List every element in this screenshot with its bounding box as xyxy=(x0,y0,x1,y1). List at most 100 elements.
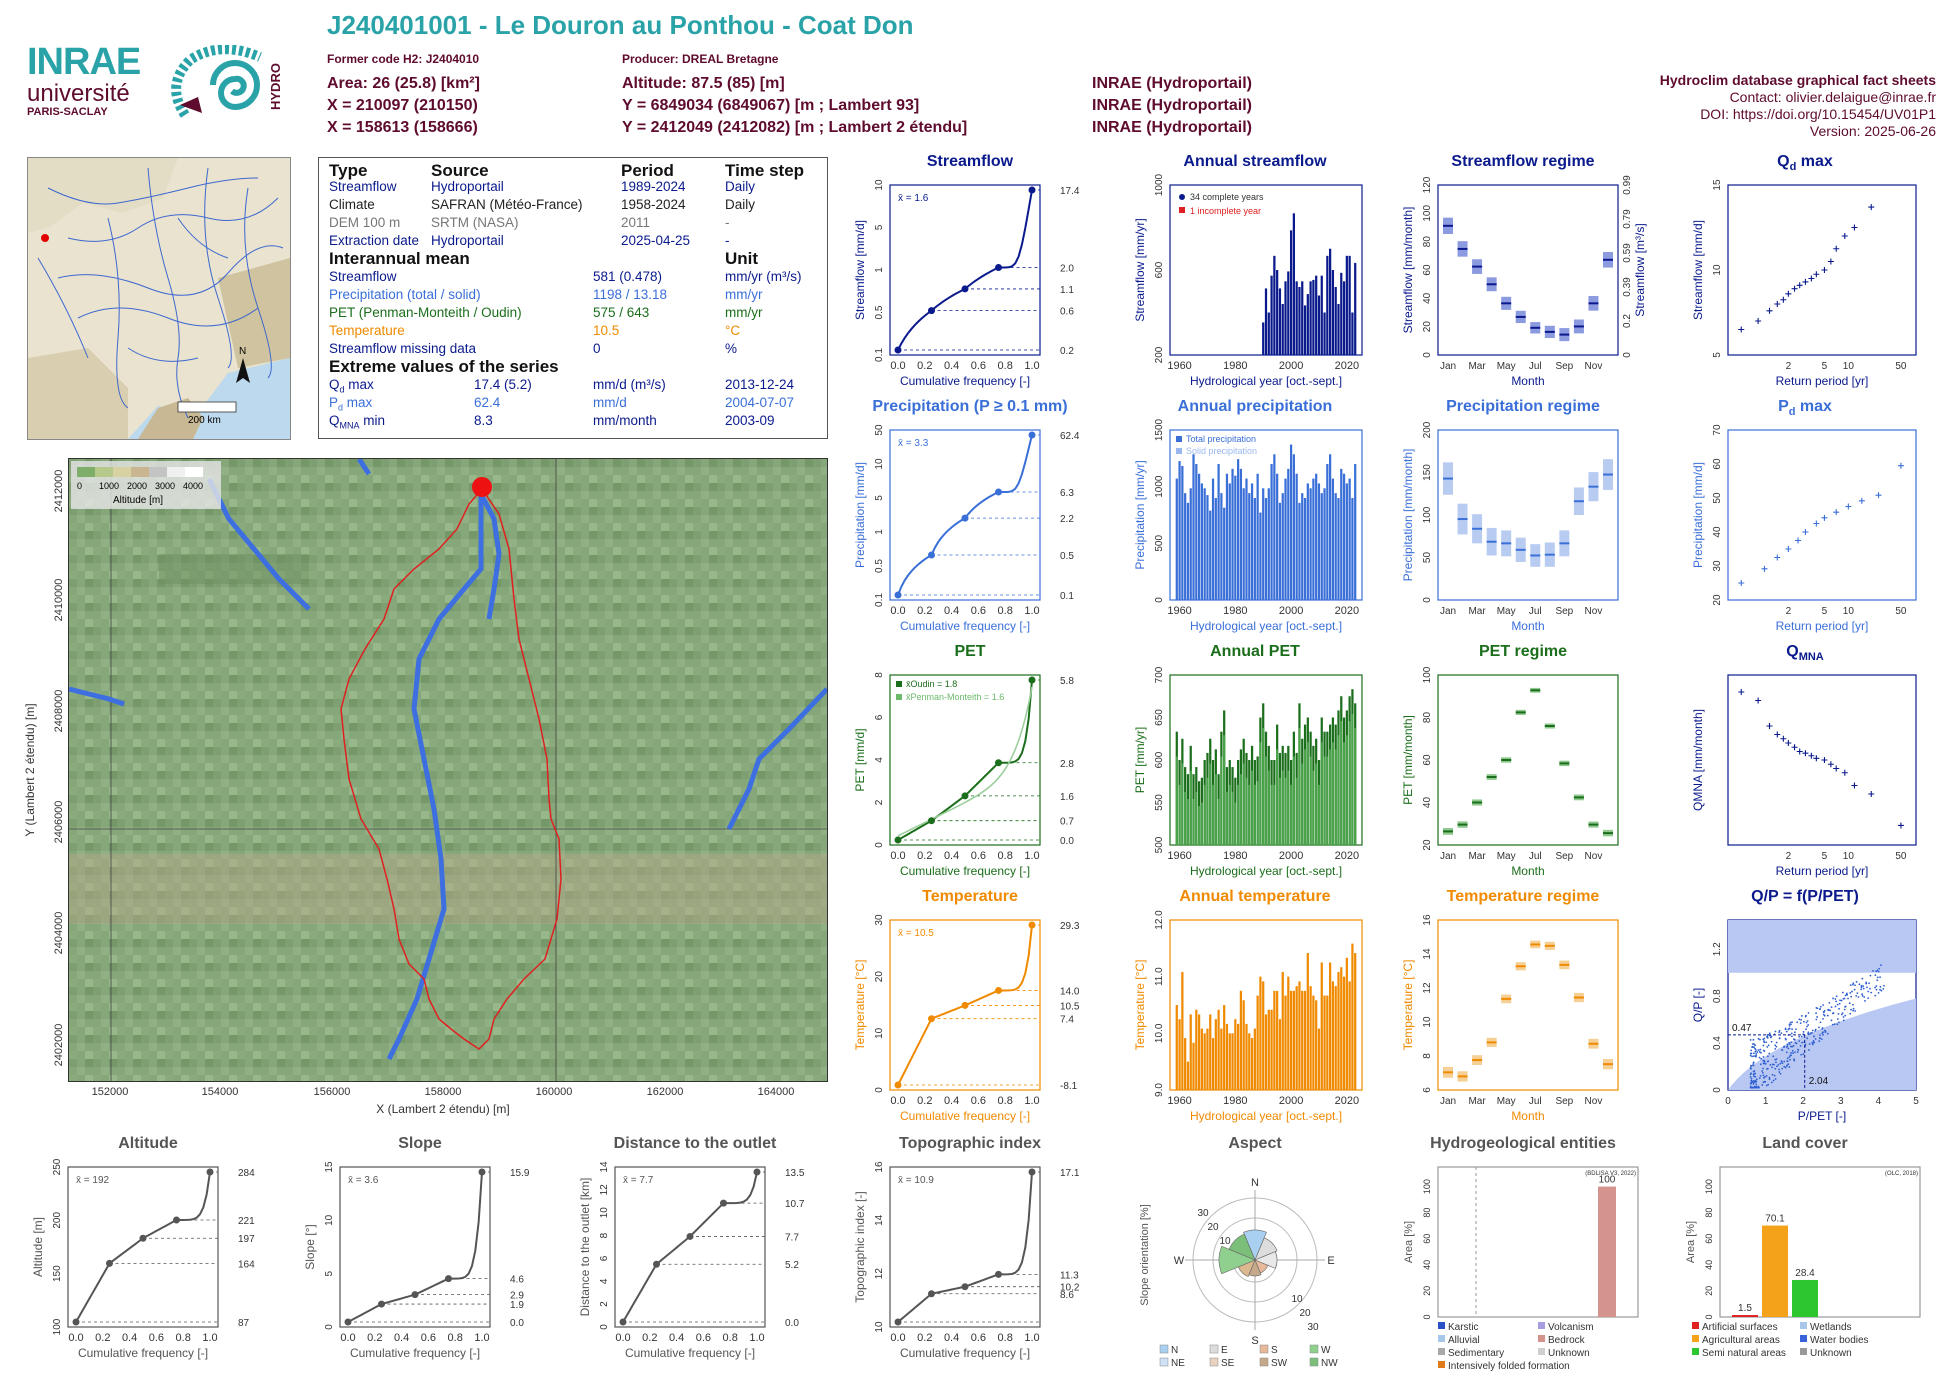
src-period-2: 1958-2024 xyxy=(621,197,686,212)
map-ytick-4: 2410000 xyxy=(53,579,65,622)
qp-point xyxy=(1863,996,1866,998)
xtick: 0.4 xyxy=(944,850,959,862)
qp-point xyxy=(1843,997,1846,1000)
legend-solid-icon xyxy=(1176,448,1182,454)
annual-bar-pm xyxy=(1345,735,1348,845)
xtick: 10 xyxy=(1843,361,1855,372)
qp-point xyxy=(1835,995,1838,998)
ext-unit-2: mm/d xyxy=(593,395,627,410)
version: Version: 2025-06-26 xyxy=(1809,123,1936,139)
return-point xyxy=(1780,296,1787,303)
qp-point xyxy=(1841,991,1844,994)
outlet-marker xyxy=(472,477,492,497)
annual-bar xyxy=(1239,468,1243,600)
hydrogeo-legend: Alluvial xyxy=(1448,1335,1480,1346)
annual-bar xyxy=(1264,498,1268,600)
ring-30: 30 xyxy=(1197,1208,1209,1219)
ytick: 10 xyxy=(324,1214,335,1226)
annual-bar xyxy=(1331,478,1335,600)
xtick: Sep xyxy=(1555,606,1573,617)
qp-point xyxy=(1780,1060,1783,1063)
xlabel: Month xyxy=(1511,864,1544,878)
return-point xyxy=(1785,740,1792,746)
cdf-point xyxy=(653,1260,660,1268)
qp-point xyxy=(1778,1068,1781,1071)
annual-bar xyxy=(1175,478,1178,600)
map-xtick-1: 154000 xyxy=(202,1086,239,1098)
qp-point xyxy=(1755,1078,1758,1081)
plot-area xyxy=(1719,1166,1921,1318)
qp-point xyxy=(1790,1041,1793,1044)
ytick: 40 xyxy=(1422,292,1433,304)
hydrogeo-legend-icon xyxy=(1538,1335,1545,1342)
qp-point xyxy=(1797,1049,1800,1051)
legend-solid: Solid precipitation xyxy=(1186,446,1257,456)
qp-point xyxy=(1765,1084,1768,1087)
qp-point xyxy=(1794,1051,1796,1054)
bar-label: 28.4 xyxy=(1795,1268,1815,1279)
qp-point xyxy=(1865,981,1868,984)
xtick: 0.8 xyxy=(998,360,1013,372)
qp-point xyxy=(1831,1023,1834,1026)
map-xtick-6: 164000 xyxy=(758,1086,795,1098)
qp-point xyxy=(1763,1050,1766,1052)
mean-value-5: 0 xyxy=(593,341,601,356)
return-point xyxy=(1851,224,1858,231)
annual-bar xyxy=(1195,1009,1198,1090)
qp-point xyxy=(1774,1047,1777,1050)
annual-bar xyxy=(1192,1042,1195,1090)
annual-bar-pm xyxy=(1276,749,1279,845)
xtick: 0.6 xyxy=(149,1332,164,1344)
qp-point xyxy=(1840,1013,1843,1016)
ytick: 60 xyxy=(1704,1234,1714,1244)
qp-point xyxy=(1752,1038,1755,1041)
annual-bar xyxy=(1331,981,1335,1090)
return-point xyxy=(1808,752,1815,759)
annual-bar xyxy=(1203,488,1206,600)
qp-point xyxy=(1790,1032,1793,1035)
xtick: 1.0 xyxy=(749,1332,764,1344)
annual-bar xyxy=(1270,1009,1273,1090)
qp-point xyxy=(1817,1026,1820,1029)
qp-point xyxy=(1767,1044,1770,1047)
annual-bar xyxy=(1278,1019,1282,1090)
annual-bar xyxy=(1195,464,1198,600)
qp-point xyxy=(1775,1058,1778,1061)
ytick: 0.39 xyxy=(1622,277,1633,297)
landcover-legend: Agricultural areas xyxy=(1702,1335,1780,1346)
aspect-legend: E xyxy=(1221,1345,1228,1356)
annual-bar xyxy=(1186,502,1190,600)
xtick: 0.0 xyxy=(890,1332,905,1344)
map-scale-label: 200 km xyxy=(188,415,221,426)
aspect-legend-icon xyxy=(1309,1344,1319,1354)
annual-bar-pm xyxy=(1278,777,1282,845)
ytick: 60 xyxy=(1712,458,1723,470)
xtick: 0.2 xyxy=(917,1332,932,1344)
annual-bar-pm xyxy=(1264,756,1268,845)
qp-point xyxy=(1758,1056,1761,1059)
ytick: 0 xyxy=(324,1324,335,1330)
qp-point xyxy=(1840,999,1843,1002)
qp-point xyxy=(1758,1077,1761,1080)
xtick: 0.2 xyxy=(917,605,932,617)
annual-bar xyxy=(1320,493,1323,600)
qp-point xyxy=(1762,1074,1765,1077)
annual-bar-pm xyxy=(1301,763,1304,845)
xtick: 1.0 xyxy=(202,1332,217,1344)
qp-point xyxy=(1830,1006,1833,1009)
annual-bar xyxy=(1206,495,1209,600)
qp-point xyxy=(1836,1018,1839,1020)
qp-point xyxy=(1868,982,1870,985)
ytick: 50 xyxy=(1712,492,1723,504)
station-marker xyxy=(41,234,49,242)
return-point xyxy=(1802,529,1809,535)
rose-sector xyxy=(1218,1245,1256,1275)
title-pet_regime: PET regime xyxy=(1478,643,1568,660)
bar-label: 100 xyxy=(1599,1175,1616,1186)
return-point xyxy=(1813,755,1820,762)
annual-bar xyxy=(1220,1028,1223,1090)
cdf-point xyxy=(894,1318,902,1326)
xtick: 0.8 xyxy=(448,1332,463,1344)
landcover-legend-icon xyxy=(1692,1322,1699,1329)
qp-point xyxy=(1876,969,1879,972)
